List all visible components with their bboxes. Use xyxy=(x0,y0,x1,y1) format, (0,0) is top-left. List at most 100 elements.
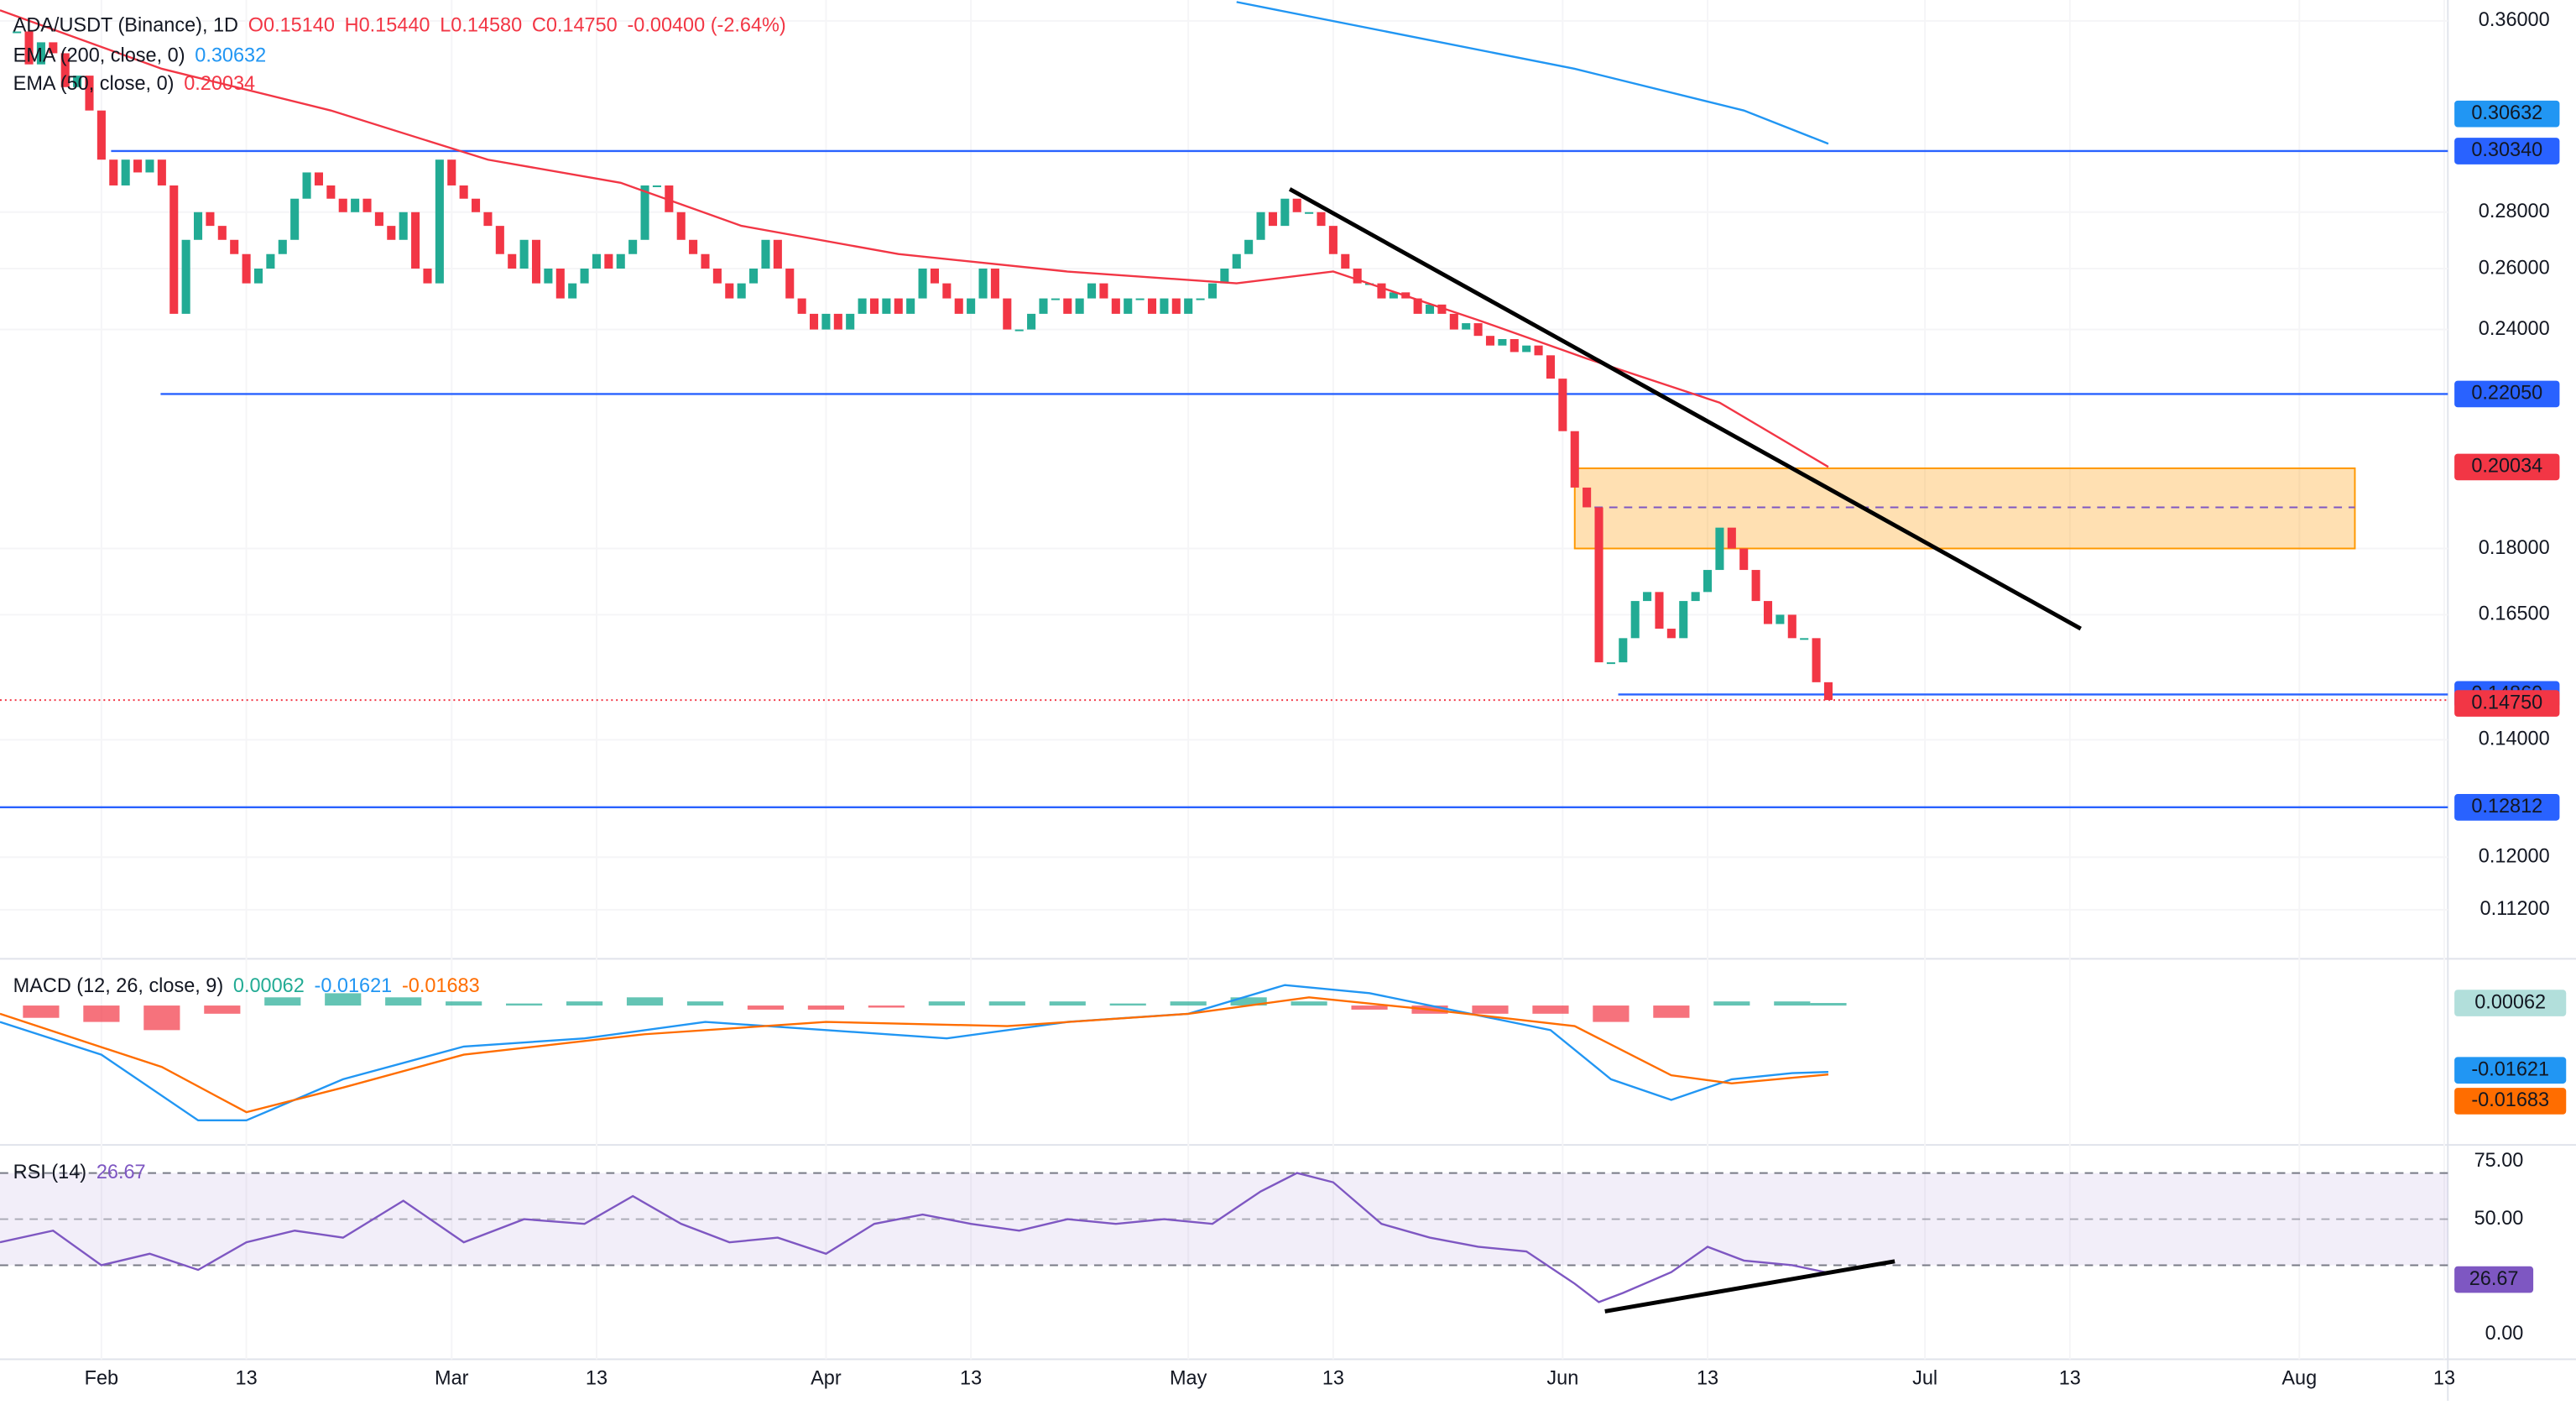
candle xyxy=(869,298,879,314)
macd-histogram-bar xyxy=(23,1005,60,1018)
candle xyxy=(1510,339,1519,353)
rsi-label-box xyxy=(2454,1266,2534,1293)
candle xyxy=(1099,283,1108,299)
ema-50-line xyxy=(0,9,1829,468)
candle xyxy=(555,268,565,299)
x-tick-label: Aug xyxy=(2281,1367,2317,1389)
macd-histogram-bar xyxy=(566,1001,603,1006)
candle xyxy=(1691,592,1700,602)
candle xyxy=(1679,601,1688,639)
macd-label: -0.01621 xyxy=(2471,1058,2549,1080)
macd-histogram-bar xyxy=(1109,1003,1146,1006)
candle xyxy=(809,313,819,330)
macd-histogram-bar xyxy=(1049,1001,1086,1006)
macd-histogram-bar xyxy=(325,993,362,1006)
price-label-box xyxy=(2454,794,2560,821)
candle xyxy=(942,283,952,299)
macd-histogram-bar xyxy=(988,1001,1025,1006)
candle xyxy=(882,298,891,314)
candle xyxy=(73,76,82,87)
macd-histogram-bar xyxy=(686,1001,724,1006)
price-label: 0.20034 xyxy=(2471,456,2542,478)
candle xyxy=(85,76,94,111)
y-tick-label: 0.26000 xyxy=(2479,257,2550,279)
candle xyxy=(1485,336,1495,346)
x-tick-label: Apr xyxy=(811,1367,842,1389)
candle xyxy=(785,268,795,299)
candle xyxy=(1184,298,1193,314)
candle xyxy=(36,42,45,65)
candle xyxy=(1003,298,1012,330)
x-tick-label: 13 xyxy=(2433,1367,2455,1389)
candle xyxy=(1619,638,1628,663)
candle xyxy=(49,42,58,54)
candle xyxy=(302,172,311,199)
candle xyxy=(1063,298,1072,314)
price-label: 0.30340 xyxy=(2471,139,2542,161)
macd-legend: MACD (12, 26, close, 9) 0.00062 -0.01621 -0… xyxy=(13,975,480,997)
y-tick-label: 0.14000 xyxy=(2479,729,2550,750)
candle xyxy=(1666,629,1676,639)
macd-histogram-bar xyxy=(1653,1005,1690,1018)
candle xyxy=(930,268,939,284)
candle xyxy=(495,226,504,254)
candle xyxy=(472,198,481,212)
price-label-box xyxy=(2454,138,2560,165)
candle xyxy=(1111,298,1120,314)
candle xyxy=(604,253,613,269)
x-tick-label: May xyxy=(1170,1367,1207,1389)
macd-histogram-bar xyxy=(83,1005,120,1022)
candle xyxy=(278,239,287,254)
candle xyxy=(918,268,927,299)
macd-label-box xyxy=(2454,1057,2567,1084)
macd-histogram-bar xyxy=(1532,1005,1569,1014)
candle xyxy=(1171,298,1181,314)
ema-200-line xyxy=(1236,1,1829,145)
candle xyxy=(1546,355,1555,379)
ohlc-label: L0.14580 xyxy=(440,15,522,37)
candle xyxy=(1341,253,1350,269)
candle xyxy=(1147,298,1157,314)
price-label: 0.14750 xyxy=(2471,692,2542,713)
candle xyxy=(906,298,915,314)
candle xyxy=(1594,507,1603,663)
candle xyxy=(761,239,770,269)
candle xyxy=(1462,323,1471,330)
candle xyxy=(1823,682,1833,701)
candle xyxy=(544,268,553,284)
macd-histogram-bar xyxy=(446,1001,482,1006)
legend-name: EMA (200, close, 0) xyxy=(13,44,185,66)
macd-value: -0.01621 xyxy=(315,975,393,997)
ohlc-label: O0.15140 xyxy=(248,15,335,37)
candle xyxy=(193,212,203,240)
candle xyxy=(1087,283,1097,299)
macd-label-box xyxy=(2454,990,2567,1016)
y-tick-label: 0.24000 xyxy=(2479,318,2550,340)
candle xyxy=(1353,268,1362,284)
macd-label: -0.01683 xyxy=(2471,1089,2549,1111)
candle xyxy=(665,185,674,212)
price-label: 0.12812 xyxy=(2471,796,2542,817)
candle xyxy=(737,283,746,299)
candle xyxy=(1739,548,1749,571)
macd-histogram-bar xyxy=(1472,1005,1509,1014)
macd-histogram-bar xyxy=(747,1005,785,1010)
legend-value: 0.30632 xyxy=(195,44,266,66)
candle xyxy=(519,239,529,269)
legend-entry: EMA (200, close, 0) 0.30632 xyxy=(13,44,266,66)
candle xyxy=(1051,298,1060,300)
candle xyxy=(411,212,420,269)
rsi-legend: RSI (14) 26.67 xyxy=(13,1162,146,1183)
candle xyxy=(1207,283,1218,299)
x-tick-label: Jun xyxy=(1546,1367,1578,1389)
macd-value: 0.00062 xyxy=(233,975,305,997)
candle xyxy=(24,31,34,65)
candle xyxy=(1812,638,1821,682)
candle xyxy=(1583,487,1592,508)
candle xyxy=(1244,239,1254,254)
candle xyxy=(1413,298,1422,314)
y-tick-label: 0.18000 xyxy=(2479,537,2550,559)
candle xyxy=(1220,268,1229,284)
supply-zone xyxy=(1573,467,2356,550)
y-tick-label: 50.00 xyxy=(2474,1208,2524,1230)
